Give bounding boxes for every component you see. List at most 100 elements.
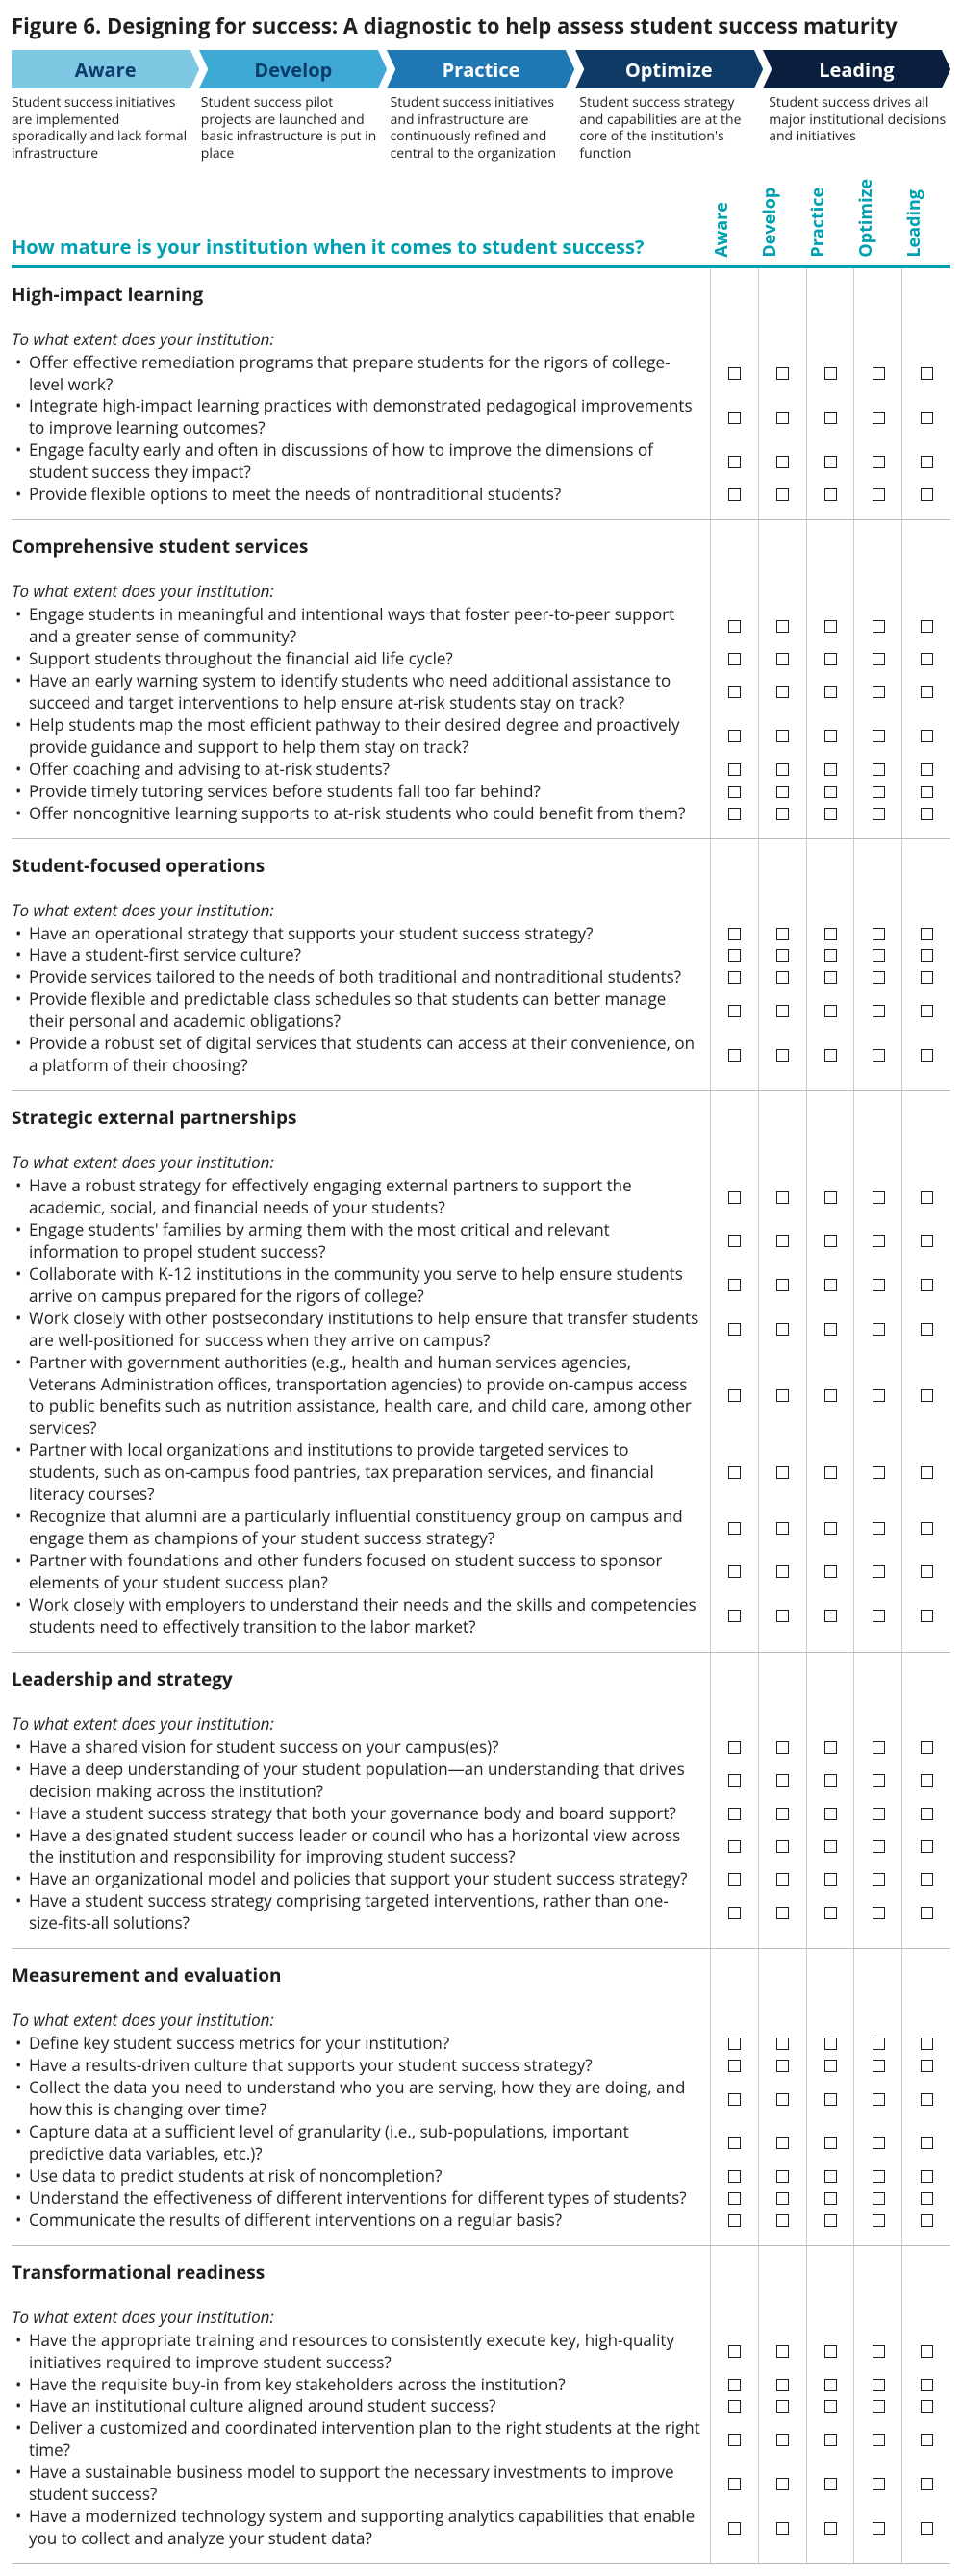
checkbox[interactable] bbox=[873, 686, 885, 698]
checkbox[interactable] bbox=[728, 971, 741, 984]
checkbox[interactable] bbox=[728, 456, 741, 468]
checkbox[interactable] bbox=[921, 2522, 933, 2535]
checkbox[interactable] bbox=[921, 2379, 933, 2391]
checkbox[interactable] bbox=[824, 2345, 837, 2358]
checkbox[interactable] bbox=[776, 1741, 789, 1754]
checkbox[interactable] bbox=[921, 1191, 933, 1204]
checkbox[interactable] bbox=[728, 786, 741, 798]
checkbox[interactable] bbox=[824, 2478, 837, 2490]
checkbox[interactable] bbox=[824, 808, 837, 820]
checkbox[interactable] bbox=[873, 1907, 885, 1919]
checkbox[interactable] bbox=[824, 1565, 837, 1578]
checkbox[interactable] bbox=[824, 1808, 837, 1820]
checkbox[interactable] bbox=[873, 1565, 885, 1578]
checkbox[interactable] bbox=[728, 2434, 741, 2446]
checkbox[interactable] bbox=[921, 730, 933, 742]
checkbox[interactable] bbox=[776, 2060, 789, 2072]
checkbox[interactable] bbox=[873, 2345, 885, 2358]
checkbox[interactable] bbox=[776, 1610, 789, 1622]
checkbox[interactable] bbox=[728, 686, 741, 698]
checkbox[interactable] bbox=[921, 412, 933, 424]
checkbox[interactable] bbox=[921, 1808, 933, 1820]
checkbox[interactable] bbox=[824, 1466, 837, 1479]
checkbox[interactable] bbox=[824, 2137, 837, 2149]
checkbox[interactable] bbox=[728, 1840, 741, 1853]
checkbox[interactable] bbox=[728, 808, 741, 820]
checkbox[interactable] bbox=[873, 2170, 885, 2183]
checkbox[interactable] bbox=[921, 2478, 933, 2490]
checkbox[interactable] bbox=[824, 1774, 837, 1787]
checkbox[interactable] bbox=[873, 1741, 885, 1754]
checkbox[interactable] bbox=[873, 1323, 885, 1336]
checkbox[interactable] bbox=[873, 2434, 885, 2446]
checkbox[interactable] bbox=[873, 1235, 885, 1247]
checkbox[interactable] bbox=[873, 1840, 885, 1853]
checkbox[interactable] bbox=[824, 1873, 837, 1886]
checkbox[interactable] bbox=[824, 456, 837, 468]
checkbox[interactable] bbox=[776, 686, 789, 698]
checkbox[interactable] bbox=[824, 1840, 837, 1853]
checkbox[interactable] bbox=[776, 1808, 789, 1820]
checkbox[interactable] bbox=[728, 367, 741, 380]
checkbox[interactable] bbox=[873, 2060, 885, 2072]
checkbox[interactable] bbox=[776, 808, 789, 820]
checkbox[interactable] bbox=[873, 928, 885, 940]
checkbox[interactable] bbox=[728, 1389, 741, 1402]
checkbox[interactable] bbox=[873, 1774, 885, 1787]
checkbox[interactable] bbox=[728, 2400, 741, 2413]
checkbox[interactable] bbox=[824, 686, 837, 698]
checkbox[interactable] bbox=[728, 928, 741, 940]
checkbox[interactable] bbox=[776, 949, 789, 962]
checkbox[interactable] bbox=[776, 1389, 789, 1402]
checkbox[interactable] bbox=[873, 2400, 885, 2413]
checkbox[interactable] bbox=[776, 1565, 789, 1578]
checkbox[interactable] bbox=[824, 2434, 837, 2446]
checkbox[interactable] bbox=[824, 1907, 837, 1919]
checkbox[interactable] bbox=[824, 653, 837, 665]
checkbox[interactable] bbox=[728, 1610, 741, 1622]
checkbox[interactable] bbox=[873, 1049, 885, 1062]
checkbox[interactable] bbox=[873, 1522, 885, 1535]
checkbox[interactable] bbox=[776, 1840, 789, 1853]
checkbox[interactable] bbox=[728, 1565, 741, 1578]
checkbox[interactable] bbox=[873, 2478, 885, 2490]
checkbox[interactable] bbox=[873, 620, 885, 633]
checkbox[interactable] bbox=[921, 971, 933, 984]
checkbox[interactable] bbox=[728, 2345, 741, 2358]
checkbox[interactable] bbox=[921, 1840, 933, 1853]
checkbox[interactable] bbox=[921, 1389, 933, 1402]
checkbox[interactable] bbox=[728, 1005, 741, 1017]
checkbox[interactable] bbox=[873, 367, 885, 380]
checkbox[interactable] bbox=[776, 2192, 789, 2205]
checkbox[interactable] bbox=[776, 2038, 789, 2050]
checkbox[interactable] bbox=[824, 1323, 837, 1336]
checkbox[interactable] bbox=[921, 1005, 933, 1017]
checkbox[interactable] bbox=[921, 1323, 933, 1336]
checkbox[interactable] bbox=[728, 949, 741, 962]
checkbox[interactable] bbox=[728, 488, 741, 501]
checkbox[interactable] bbox=[921, 1774, 933, 1787]
checkbox[interactable] bbox=[728, 1466, 741, 1479]
checkbox[interactable] bbox=[776, 653, 789, 665]
checkbox[interactable] bbox=[873, 971, 885, 984]
checkbox[interactable] bbox=[728, 763, 741, 776]
checkbox[interactable] bbox=[873, 808, 885, 820]
checkbox[interactable] bbox=[776, 620, 789, 633]
checkbox[interactable] bbox=[921, 2137, 933, 2149]
checkbox[interactable] bbox=[873, 2522, 885, 2535]
checkbox[interactable] bbox=[824, 412, 837, 424]
checkbox[interactable] bbox=[728, 1774, 741, 1787]
checkbox[interactable] bbox=[873, 456, 885, 468]
checkbox[interactable] bbox=[824, 2522, 837, 2535]
checkbox[interactable] bbox=[776, 1522, 789, 1535]
checkbox[interactable] bbox=[776, 2522, 789, 2535]
checkbox[interactable] bbox=[873, 412, 885, 424]
checkbox[interactable] bbox=[824, 2400, 837, 2413]
checkbox[interactable] bbox=[728, 2192, 741, 2205]
checkbox[interactable] bbox=[728, 2214, 741, 2227]
checkbox[interactable] bbox=[873, 1389, 885, 1402]
checkbox[interactable] bbox=[873, 2137, 885, 2149]
checkbox[interactable] bbox=[921, 1741, 933, 1754]
checkbox[interactable] bbox=[776, 2137, 789, 2149]
checkbox[interactable] bbox=[873, 2192, 885, 2205]
